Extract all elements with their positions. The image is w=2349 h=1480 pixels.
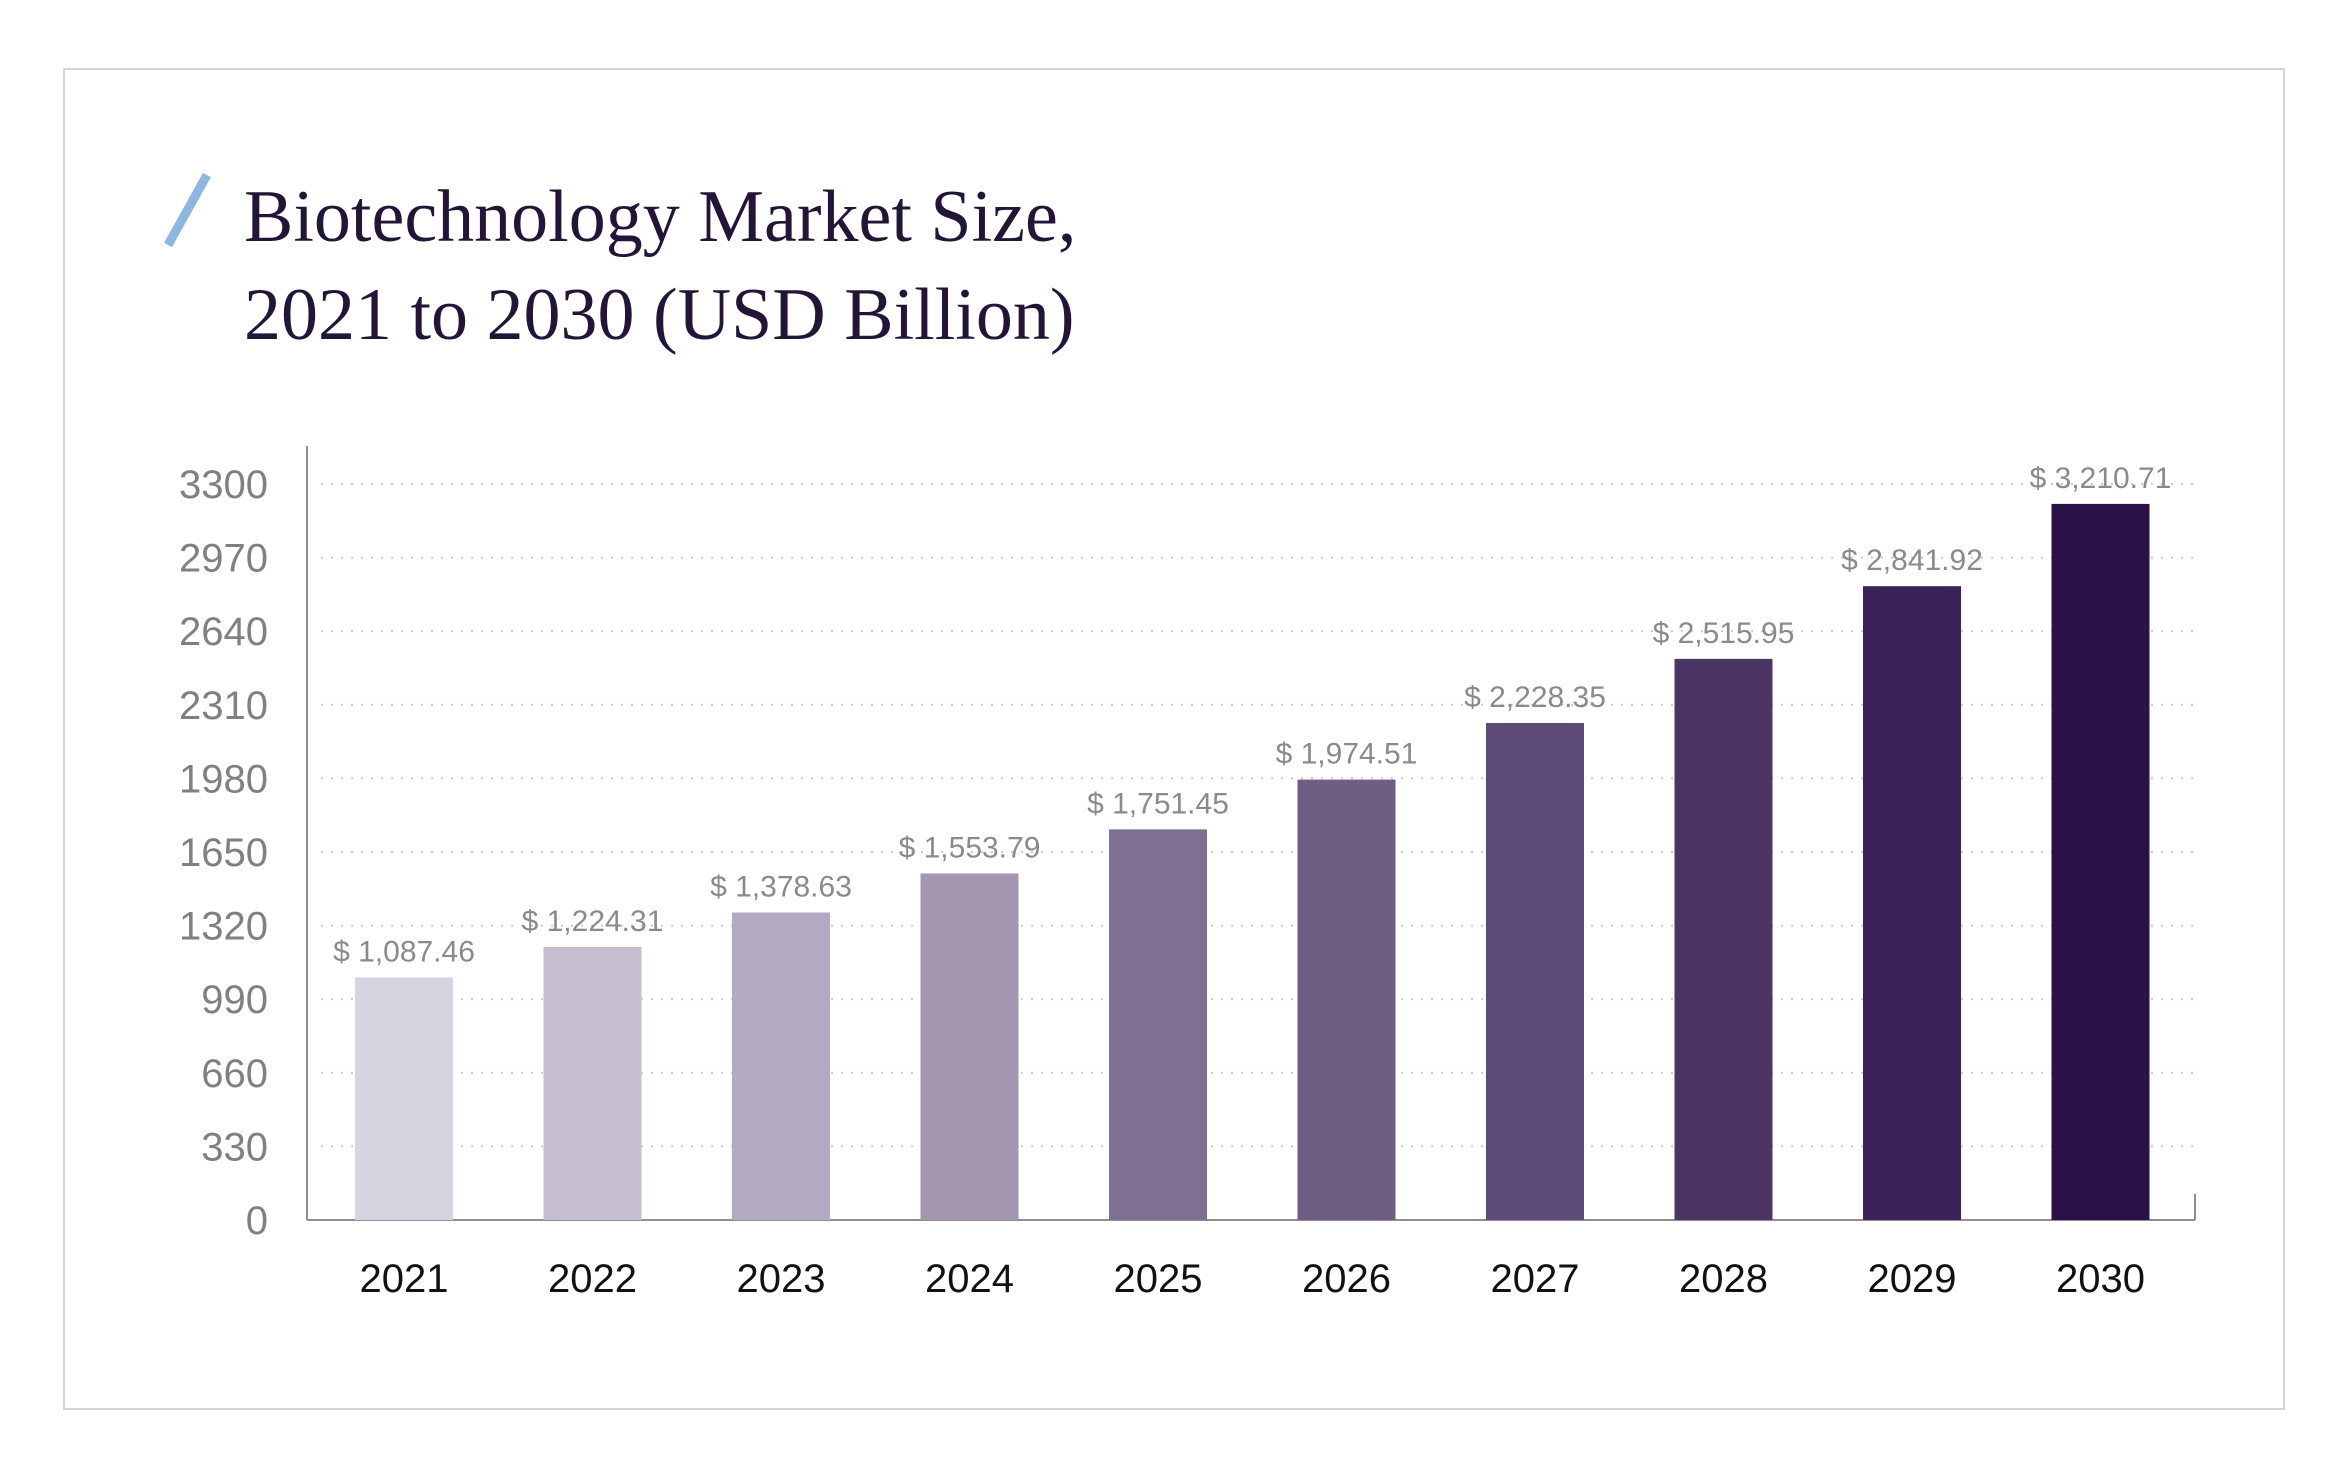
data-label-2021: $ 1,087.46 <box>333 935 475 968</box>
y-tick-label-660: 660 <box>201 1052 268 1096</box>
x-tick-label-2021: 2021 <box>360 1257 449 1301</box>
x-tick-label-2022: 2022 <box>548 1257 637 1301</box>
y-tick-label-1320: 1320 <box>179 905 268 949</box>
data-label-2026: $ 1,974.51 <box>1276 738 1418 771</box>
data-label-2024: $ 1,553.79 <box>899 831 1041 864</box>
data-label-2025: $ 1,751.45 <box>1087 787 1229 820</box>
x-tick-label-2027: 2027 <box>1491 1257 1580 1301</box>
bar-2024 <box>920 873 1019 1220</box>
bar-2025 <box>1109 829 1207 1220</box>
bar-2021 <box>355 977 453 1220</box>
y-tick-label-3300: 3300 <box>179 463 268 507</box>
data-label-2029: $ 2,841.92 <box>1841 544 1983 577</box>
y-tick-label-2310: 2310 <box>179 684 268 728</box>
bar-2026 <box>1297 779 1396 1220</box>
data-label-2022: $ 1,224.31 <box>522 905 664 938</box>
x-tick-label-2023: 2023 <box>737 1257 826 1301</box>
y-tick-label-1980: 1980 <box>179 757 268 801</box>
x-tick-label-2024: 2024 <box>925 1257 1014 1301</box>
x-tick-label-2026: 2026 <box>1302 1257 1391 1301</box>
x-tick-label-2030: 2030 <box>2056 1257 2145 1301</box>
x-tick-label-2028: 2028 <box>1679 1257 1768 1301</box>
bar-2022 <box>543 946 642 1220</box>
data-label-2028: $ 2,515.95 <box>1653 617 1795 650</box>
bar-2029 <box>1863 586 1961 1220</box>
bar-2023 <box>732 912 830 1220</box>
y-tick-label-0: 0 <box>246 1199 268 1243</box>
y-tick-label-2640: 2640 <box>179 610 268 654</box>
data-label-2027: $ 2,228.35 <box>1464 681 1606 714</box>
bar-2030 <box>2051 503 2150 1220</box>
slash-accent-icon <box>164 172 211 248</box>
bar-2028 <box>1674 658 1773 1220</box>
chart-title: Biotechnology Market Size, 2021 to 2030 … <box>244 168 1076 364</box>
y-tick-label-330: 330 <box>201 1125 268 1169</box>
x-tick-label-2025: 2025 <box>1114 1257 1203 1301</box>
bar-2027 <box>1486 723 1584 1220</box>
chart-title-line-2: 2021 to 2030 (USD Billion) <box>244 274 1075 356</box>
data-label-2023: $ 1,378.63 <box>710 871 852 904</box>
y-tick-label-990: 990 <box>201 978 268 1022</box>
chart-title-line-1: Biotechnology Market Size, <box>244 176 1077 258</box>
x-tick-label-2029: 2029 <box>1868 1257 1957 1301</box>
y-tick-label-1650: 1650 <box>179 831 268 875</box>
y-tick-label-2970: 2970 <box>179 537 268 581</box>
data-label-2030: $ 3,210.71 <box>2030 462 2172 495</box>
